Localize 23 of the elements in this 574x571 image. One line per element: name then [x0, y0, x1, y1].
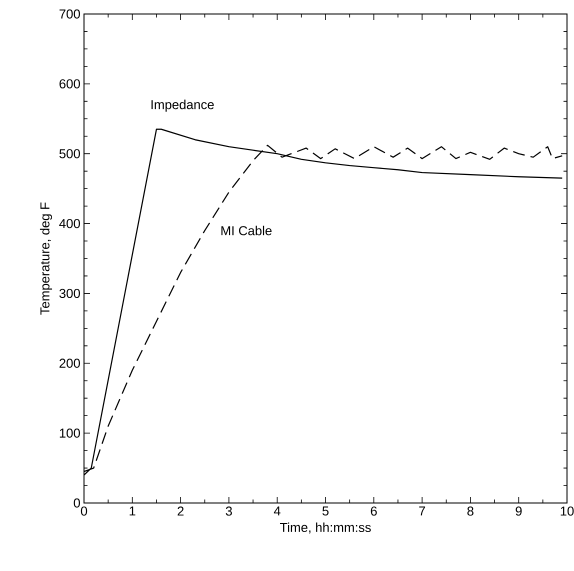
x-tick-label: 6 — [370, 506, 377, 516]
y-tick-label: 600 — [60, 79, 80, 88]
x-tick-label: 10 — [560, 506, 574, 516]
y-tick-label: 0 — [74, 498, 80, 508]
y-tick-label: 200 — [60, 358, 80, 368]
x-tick-label: 9 — [516, 506, 522, 516]
x-axis-title: Time, hh:mm:ss — [280, 522, 371, 534]
y-tick-label: 300 — [59, 288, 80, 298]
x-tick-label: 8 — [467, 506, 474, 516]
series-label: Impedance — [152, 100, 214, 112]
x-tick-label: 7 — [419, 506, 426, 516]
y-tick-label: 100 — [60, 428, 80, 438]
y-tick-label: 700 — [60, 9, 80, 19]
x-tick-label: 3 — [226, 506, 232, 516]
x-tick-label: 2 — [178, 506, 184, 516]
y-tick-label: 400 — [59, 218, 80, 228]
x-tick-label: 5 — [322, 506, 329, 516]
series-label: MI Cable — [221, 226, 272, 236]
x-tick-label: 4 — [274, 506, 280, 516]
y-tick-label: 500 — [59, 149, 80, 158]
x-tick-label: 0 — [80, 506, 88, 516]
y-axis-title: Temperature, deg F — [40, 202, 52, 315]
x-tick-label: 1 — [130, 506, 136, 516]
